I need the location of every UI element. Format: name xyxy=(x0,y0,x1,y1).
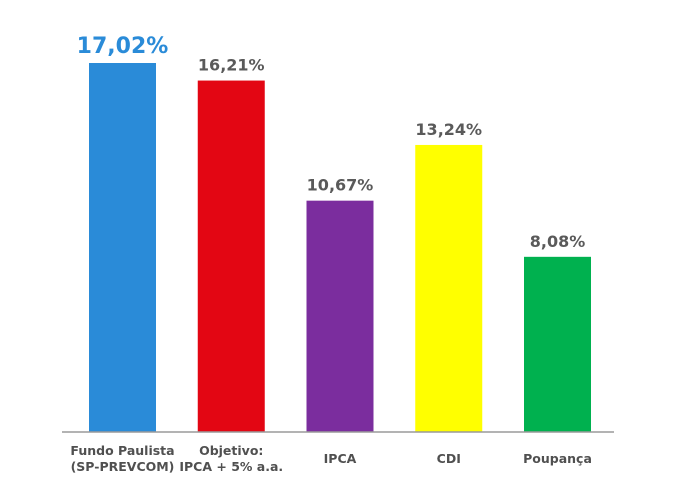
value-labels-layer: 17,02% 16,21% 10,67% 13,24% 8,08% xyxy=(77,34,586,251)
value-label-3: 10,67% xyxy=(307,176,374,195)
bar-4 xyxy=(415,144,483,432)
category-label-4: CDI xyxy=(437,451,461,466)
category-labels-layer: Fundo Paulista (SP-PREVCOM)Objetivo: IPCA … xyxy=(70,443,591,474)
category-label-2: Objetivo: IPCA + 5% a.a. xyxy=(179,443,283,474)
bar-2 xyxy=(197,80,265,433)
bar-5 xyxy=(524,256,591,432)
category-label-5: Poupança xyxy=(523,451,592,466)
bars-layer xyxy=(89,63,591,433)
bar-3 xyxy=(306,200,374,432)
bar-1 xyxy=(89,63,156,432)
value-label-4: 13,24% xyxy=(415,120,482,139)
value-label-1: 17,02% xyxy=(77,34,169,59)
category-label-1: Fundo Paulista (SP-PREVCOM) xyxy=(70,443,174,474)
value-label-2: 16,21% xyxy=(198,56,265,75)
category-label-3: IPCA xyxy=(324,451,357,466)
value-label-5: 8,08% xyxy=(530,232,586,251)
